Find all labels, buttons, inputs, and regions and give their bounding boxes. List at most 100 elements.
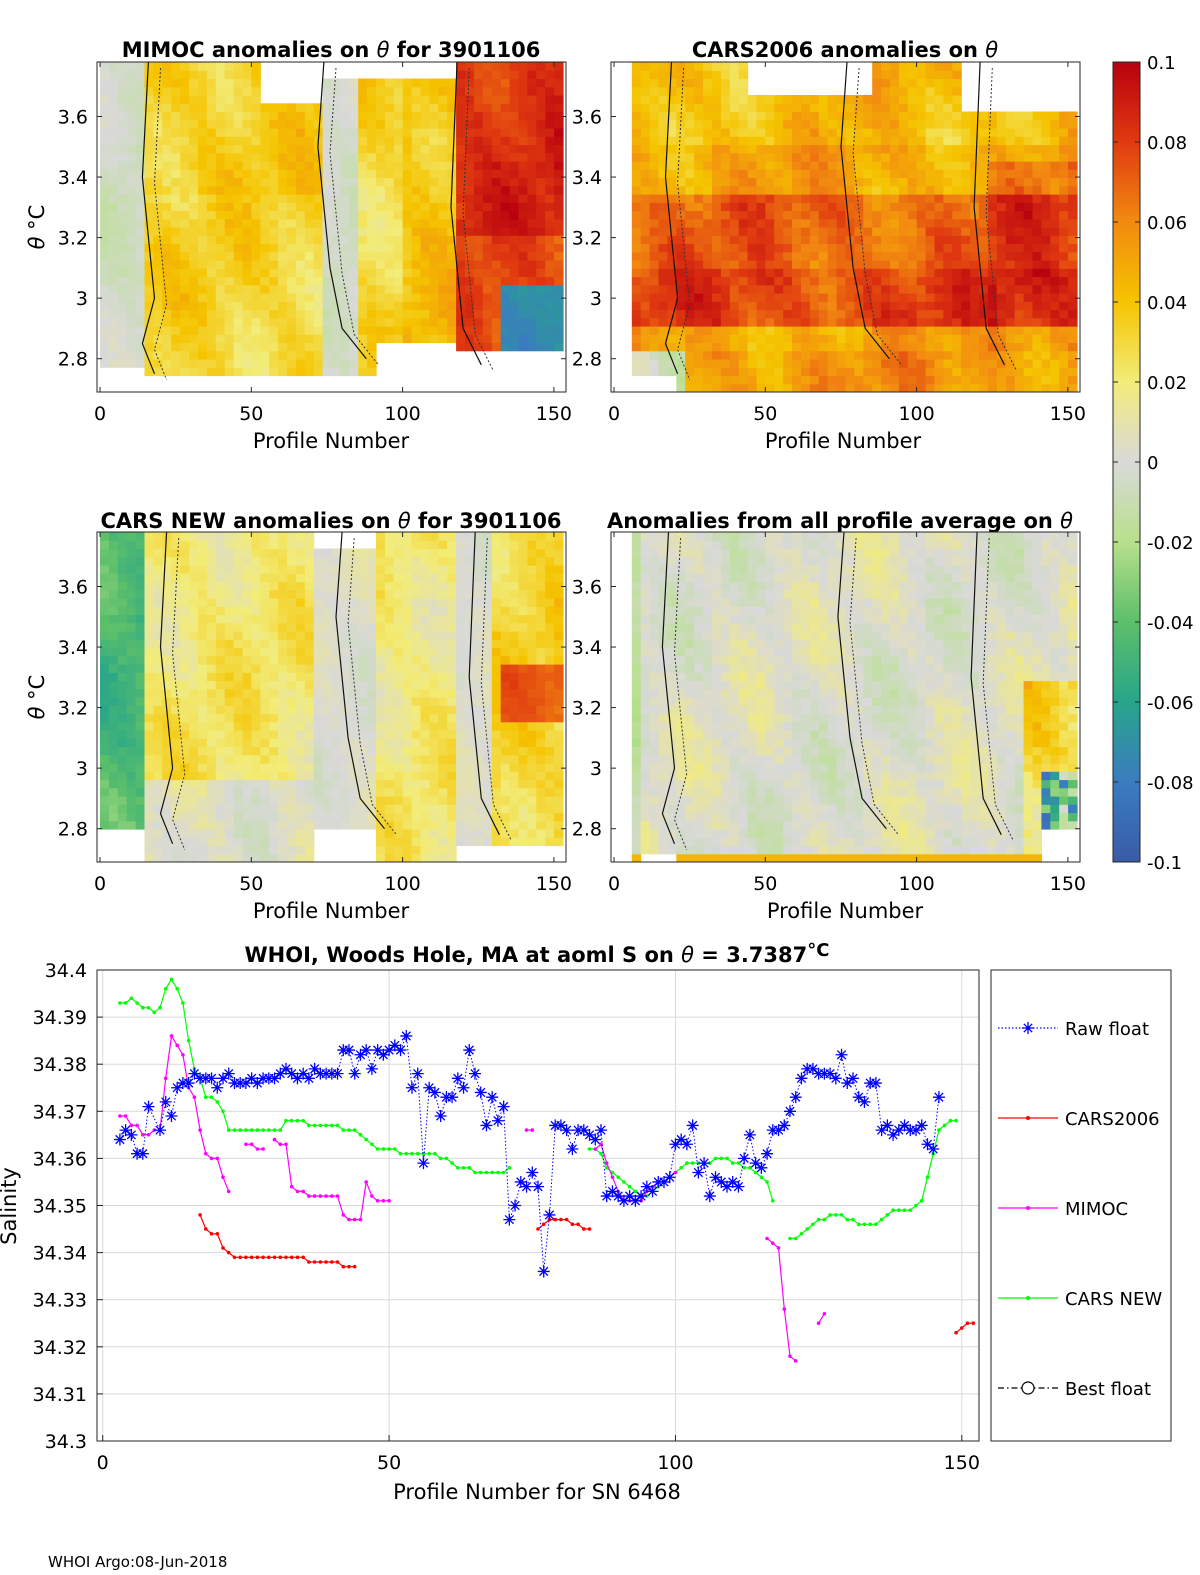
heatmap-cell — [685, 128, 695, 137]
heatmap-cell — [144, 771, 154, 781]
heatmap-cell — [376, 177, 386, 187]
heatmap-cell — [260, 697, 270, 706]
heatmap-cell — [979, 227, 989, 236]
heatmap-cell — [925, 78, 936, 88]
heatmap-cell — [393, 144, 404, 154]
heatmap-cell — [349, 548, 359, 558]
heatmap-cell — [108, 713, 119, 723]
heatmap-cell — [251, 820, 261, 830]
heatmap-cell — [340, 804, 350, 814]
heatmap-cell — [100, 260, 110, 269]
heatmap-cell — [756, 128, 766, 137]
heatmap-cell — [792, 152, 802, 162]
heatmap-cell — [536, 152, 546, 162]
heatmap-cell — [818, 251, 829, 261]
heatmap-cell — [376, 194, 386, 203]
heatmap-cell — [1068, 367, 1078, 377]
heatmap-cell — [916, 218, 927, 228]
heatmap-cell — [916, 326, 927, 335]
heatmap-cell — [304, 301, 315, 311]
heatmap-cell — [108, 688, 119, 698]
heatmap-cell — [411, 111, 422, 121]
heatmap-cell — [438, 119, 448, 129]
heatmap-cell — [836, 260, 847, 269]
heatmap-cell — [792, 367, 802, 377]
heatmap-cell — [447, 78, 457, 88]
heatmap-cell — [970, 251, 980, 261]
heatmap-cell — [376, 581, 386, 591]
heatmap-cell — [206, 697, 217, 706]
heatmap-cell — [242, 746, 252, 756]
heatmap-cell — [456, 227, 466, 236]
heatmap-cell — [774, 317, 784, 327]
heatmap-cell — [242, 787, 252, 797]
heatmap-cell — [117, 812, 128, 822]
heatmap-cell — [694, 177, 704, 187]
heatmap-cell — [242, 622, 252, 632]
heatmap-cell — [331, 771, 341, 781]
heatmap-cell — [961, 177, 971, 187]
heatmap-cell — [260, 796, 270, 805]
heatmap-cell — [126, 697, 137, 706]
heatmap-cell — [527, 309, 537, 319]
heatmap-cell — [215, 812, 226, 822]
heatmap-cell — [340, 317, 350, 327]
heatmap-cell — [712, 301, 722, 311]
heatmap-cell — [367, 95, 377, 104]
heatmap-cell — [340, 301, 350, 311]
heatmap-cell — [801, 276, 811, 286]
heatmap-cell — [189, 647, 199, 657]
heatmap-cell — [473, 251, 484, 261]
heatmap-cell — [215, 235, 226, 245]
heatmap-cell — [491, 251, 502, 261]
heatmap-cell — [135, 227, 146, 236]
heatmap-cell — [952, 243, 962, 253]
heatmap-cell — [545, 235, 555, 245]
heatmap-cell — [278, 565, 288, 574]
heatmap-cell — [180, 218, 190, 228]
heatmap-cell — [456, 185, 466, 195]
heatmap-cell — [402, 235, 413, 245]
heatmap-cell — [233, 367, 244, 377]
heatmap-cell — [916, 350, 927, 360]
heatmap-cell — [845, 268, 855, 278]
heatmap-cell — [970, 342, 980, 352]
heatmap-cell — [447, 334, 457, 344]
heatmap-cell — [925, 218, 936, 228]
heatmap-cell — [331, 548, 341, 558]
heatmap-cell — [269, 111, 279, 121]
heatmap-cell — [180, 243, 190, 253]
heatmap-cell — [189, 532, 199, 541]
heatmap-cell — [117, 210, 128, 220]
heatmap-cell — [465, 202, 475, 212]
heatmap-cell — [792, 227, 802, 236]
heatmap-cell — [491, 218, 502, 228]
heatmap-cell — [979, 334, 989, 344]
heatmap-cell — [720, 152, 731, 162]
heatmap-cell — [712, 334, 722, 344]
heatmap-cell — [694, 161, 704, 170]
heatmap-cell — [171, 721, 181, 731]
heatmap-cell — [836, 111, 847, 121]
heatmap-cell — [925, 260, 936, 269]
heatmap-cell — [898, 185, 909, 195]
heatmap-cell — [367, 779, 377, 789]
heatmap-cell — [251, 713, 261, 723]
heatmap-cell — [925, 152, 936, 162]
heatmap-cell — [100, 128, 110, 137]
heatmap-cell — [206, 556, 217, 566]
heatmap-cell — [144, 268, 154, 278]
heatmap-cell — [349, 202, 359, 212]
heatmap-cell — [536, 260, 546, 269]
heatmap-cell — [287, 202, 297, 212]
heatmap-cell — [792, 375, 802, 385]
heatmap-cell — [916, 235, 927, 245]
heatmap-cell — [206, 705, 217, 715]
heatmap-cell — [907, 185, 918, 195]
heatmap-cell — [1005, 383, 1016, 392]
heatmap-cell — [536, 136, 546, 146]
heatmap-cell — [545, 128, 555, 137]
heatmap-cell — [907, 194, 918, 203]
heatmap-cell — [765, 326, 775, 335]
heatmap-cell — [135, 128, 146, 137]
